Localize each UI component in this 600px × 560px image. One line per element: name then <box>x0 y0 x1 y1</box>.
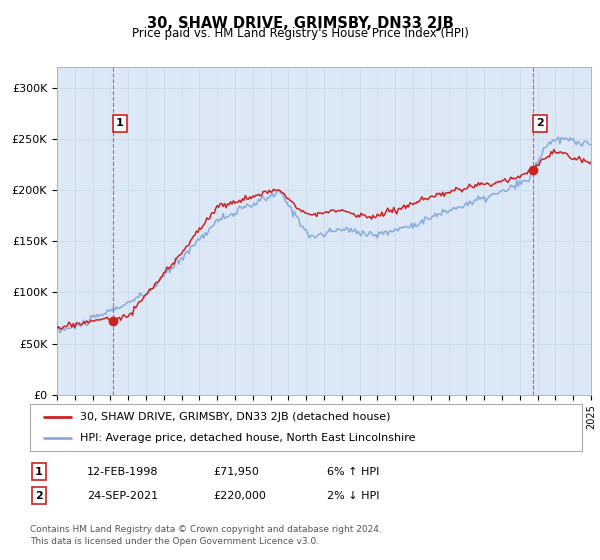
Text: Price paid vs. HM Land Registry's House Price Index (HPI): Price paid vs. HM Land Registry's House … <box>131 27 469 40</box>
Text: 2% ↓ HPI: 2% ↓ HPI <box>327 491 380 501</box>
Text: 30, SHAW DRIVE, GRIMSBY, DN33 2JB: 30, SHAW DRIVE, GRIMSBY, DN33 2JB <box>146 16 454 31</box>
Text: 24-SEP-2021: 24-SEP-2021 <box>87 491 158 501</box>
Text: 1: 1 <box>35 466 43 477</box>
Text: 2: 2 <box>536 118 544 128</box>
Text: £220,000: £220,000 <box>213 491 266 501</box>
Text: Contains HM Land Registry data © Crown copyright and database right 2024.
This d: Contains HM Land Registry data © Crown c… <box>30 525 382 546</box>
Text: 6% ↑ HPI: 6% ↑ HPI <box>327 466 379 477</box>
Text: 2: 2 <box>35 491 43 501</box>
Text: HPI: Average price, detached house, North East Lincolnshire: HPI: Average price, detached house, Nort… <box>80 433 415 444</box>
Text: 12-FEB-1998: 12-FEB-1998 <box>87 466 158 477</box>
Text: 1: 1 <box>116 118 124 128</box>
Text: 30, SHAW DRIVE, GRIMSBY, DN33 2JB (detached house): 30, SHAW DRIVE, GRIMSBY, DN33 2JB (detac… <box>80 412 390 422</box>
Text: £71,950: £71,950 <box>213 466 259 477</box>
